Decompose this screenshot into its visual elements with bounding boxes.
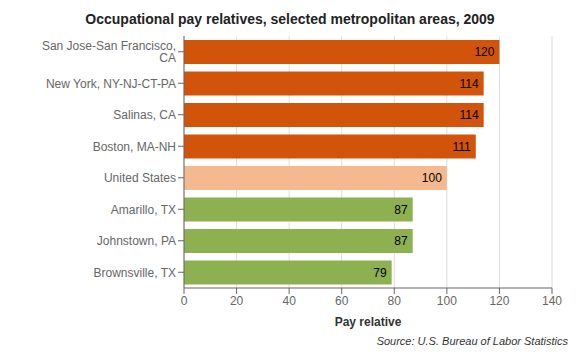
svg-text:114: 114 — [460, 108, 479, 122]
svg-text:100: 100 — [422, 171, 442, 185]
svg-text:20: 20 — [230, 294, 244, 308]
svg-text:120: 120 — [474, 45, 494, 59]
svg-text:87: 87 — [394, 203, 408, 217]
html-text:Occupational pay relatives, se: Occupational pay relatives, selected met… — [85, 11, 495, 27]
svg-text:New York, NY-NJ-CT-PA: New York, NY-NJ-CT-PA — [46, 77, 176, 91]
svg-text:San Jose-San Francisco,CA: San Jose-San Francisco,CA — [42, 39, 176, 65]
svg-text:60: 60 — [335, 294, 349, 308]
svg-text:140: 140 — [542, 294, 562, 308]
svg-text:Salinas, CA: Salinas, CA — [113, 108, 176, 122]
svg-text:100: 100 — [437, 294, 457, 308]
svg-text:40: 40 — [282, 294, 296, 308]
svg-text:United States: United States — [104, 171, 176, 185]
svg-text:120: 120 — [489, 294, 509, 308]
svg-text:Brownsville, TX: Brownsville, TX — [94, 266, 176, 280]
svg-text:Amarillo, TX: Amarillo, TX — [111, 203, 176, 217]
svg-text:Boston, MA-NH: Boston, MA-NH — [93, 140, 176, 154]
svg-text:Pay relative: Pay relative — [335, 315, 402, 329]
svg-text:Johnstown, PA: Johnstown, PA — [97, 234, 176, 248]
html-text:Source: U.S. Bureau of Labor S: Source: U.S. Bureau of Labor Statistics — [376, 335, 568, 347]
svg-text:114: 114 — [460, 77, 479, 91]
svg-text:0: 0 — [181, 294, 188, 308]
svg-text:111: 111 — [453, 140, 472, 154]
svg-text:79: 79 — [373, 266, 387, 280]
svg-text:87: 87 — [394, 234, 408, 248]
svg-text:80: 80 — [388, 294, 402, 308]
